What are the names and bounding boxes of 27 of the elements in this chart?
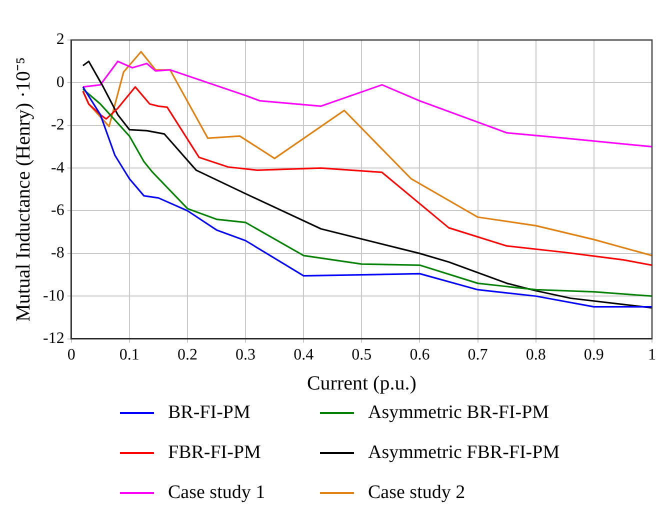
x-tick-label: 0.3 [236,346,256,364]
y-tick-label: 0 [56,74,64,91]
y-tick-label: -12 [43,330,64,348]
y-tick-label: -8 [51,244,64,262]
y-tick-label: -2 [51,116,64,134]
x-tick-label: 0.2 [177,346,198,364]
x-tick-label: 0.9 [584,346,604,364]
x-tick-label: 0.4 [294,346,314,364]
legend-label: FBR-FI-PM [168,442,261,464]
legend-label: Case study 2 [368,482,466,504]
x-tick-label: 1 [648,346,656,364]
y-tick-label: -10 [43,287,64,304]
y-tick-label: -4 [51,159,64,176]
x-tick-label: 0.5 [352,346,372,364]
legend-label: Case study 1 [168,482,266,504]
x-tick-label: 0.1 [119,346,140,364]
x-axis-title: Current (p.u.) [306,372,416,394]
y-tick-label: -6 [51,202,64,219]
x-tick-label: 0 [67,346,76,364]
legend-label: Asymmetric FBR-FI-PM [368,442,560,464]
y-tick-label: 2 [56,31,64,48]
x-tick-label: 0.6 [410,346,430,364]
legend-label: BR-FI-PM [168,402,250,424]
x-tick-label: 0.8 [526,346,546,364]
y-axis-title: Mutual Inductance (Henry) ·10⁻⁵ [12,57,34,322]
x-tick-label: 0.7 [468,346,488,364]
legend-label: Asymmetric BR-FI-PM [368,402,550,424]
